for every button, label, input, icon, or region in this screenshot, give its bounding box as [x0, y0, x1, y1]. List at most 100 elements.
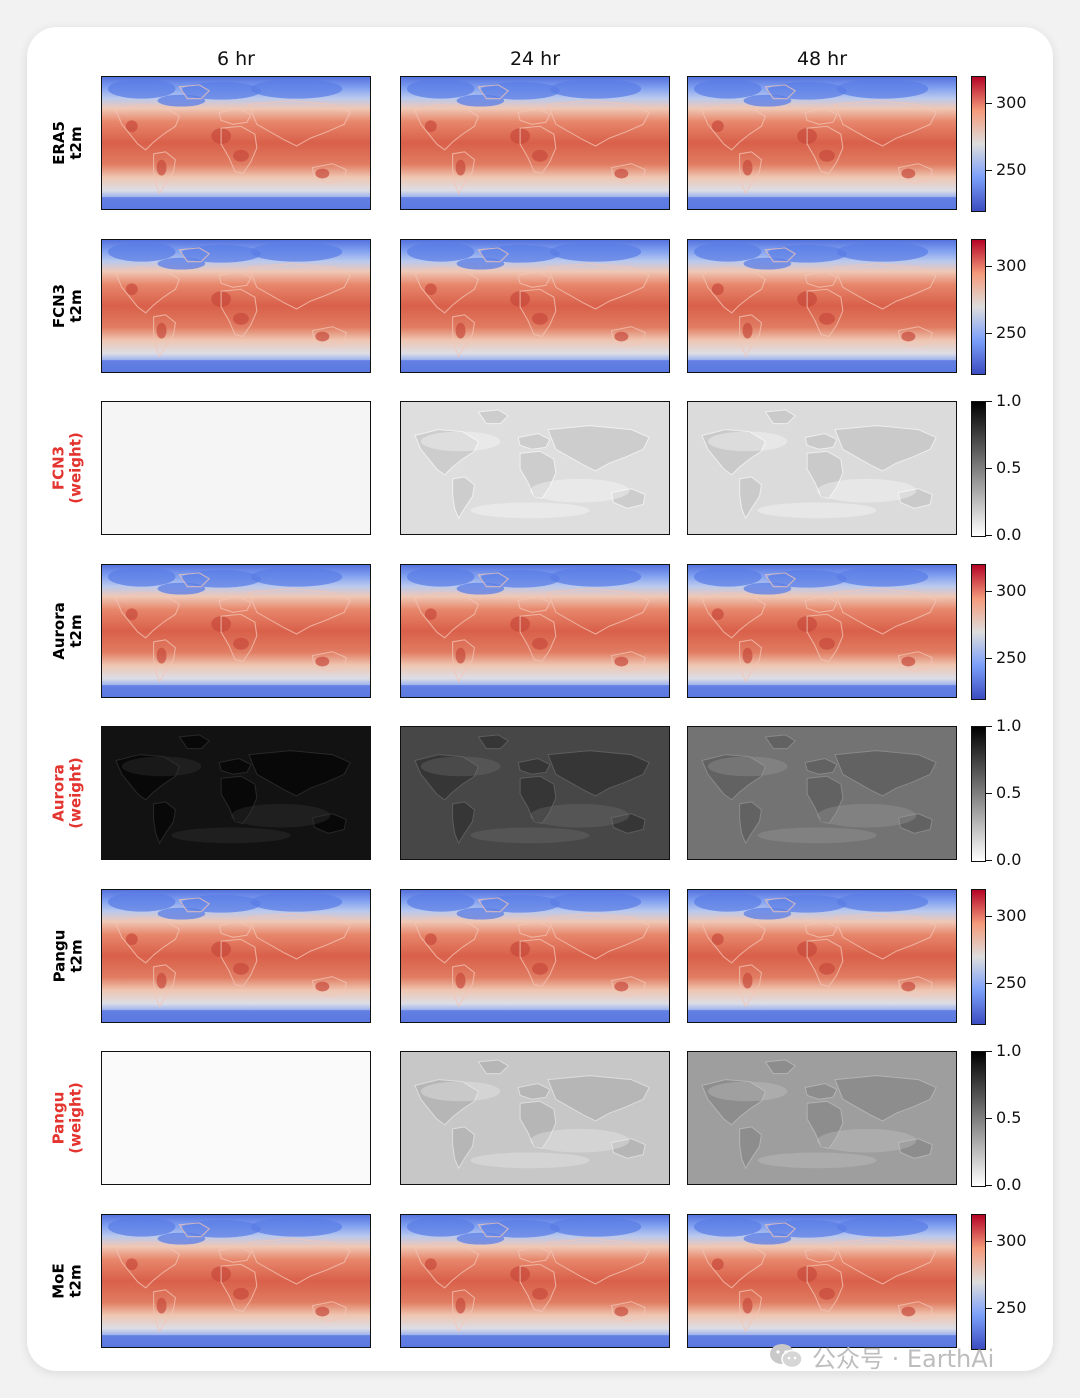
row-label-line: FCN3 [50, 445, 69, 491]
hot-spot [315, 1306, 330, 1317]
map-panel-r4-c1 [400, 726, 670, 860]
colorbar-tick [986, 1118, 992, 1119]
weight-field [102, 1052, 370, 1184]
hot-spot [819, 637, 835, 650]
colorbar-tick-label: 0.5 [996, 1108, 1022, 1127]
cold-patch [743, 257, 792, 270]
continent-outline [477, 572, 510, 588]
antarctic-band [688, 360, 956, 372]
continent-outline [517, 920, 551, 938]
continent-outline [764, 1222, 797, 1238]
map-panel-r1-c2 [687, 239, 957, 373]
continent-shape [178, 734, 211, 750]
continent-outline [519, 613, 557, 663]
hot-spot [614, 656, 629, 667]
cold-patch [743, 907, 792, 920]
colorbar-tick-label: 250 [996, 972, 1027, 992]
row-label-5: Pangu t2m [38, 888, 98, 1024]
map-panel-r5-c1 [400, 889, 670, 1023]
hot-spot [233, 312, 249, 325]
hot-spot [424, 933, 437, 946]
weight-texture [171, 827, 291, 844]
map-panel-r6-c1 [400, 1051, 670, 1185]
continent-shape [477, 734, 510, 750]
continent-shape [806, 775, 844, 825]
cold-patch [836, 78, 929, 99]
hot-spot [614, 331, 629, 342]
continent-shape [153, 801, 176, 845]
weight-texture [470, 827, 590, 844]
hot-spot [455, 159, 466, 176]
colorbar-tick [986, 468, 992, 469]
hot-spot [315, 656, 330, 667]
hot-spot [233, 1287, 249, 1300]
colorbar-tick-label: 250 [996, 159, 1027, 179]
cold-patch [250, 241, 343, 262]
continent-outline [153, 639, 177, 683]
colorbar-tick-label: 300 [996, 92, 1027, 112]
continent-outline [804, 595, 838, 613]
cold-patch [157, 582, 206, 595]
hot-spot [532, 1287, 548, 1300]
cold-patch [743, 582, 792, 595]
continent-outline [764, 897, 797, 913]
colorbar-tick [986, 102, 992, 104]
colorbar-tick [986, 793, 992, 794]
cold-patch [107, 566, 176, 587]
weight-field [102, 402, 370, 534]
colorbar-tick [986, 982, 992, 984]
colorbar-tick [986, 1051, 992, 1052]
continent-outline [153, 964, 177, 1008]
continent-shape [834, 750, 937, 797]
map-panel-r5-c2 [687, 889, 957, 1023]
continent-outline [806, 288, 844, 338]
colorbar-tick-label: 1.0 [996, 1041, 1022, 1060]
hot-spot [532, 637, 548, 650]
hot-spot [614, 981, 629, 992]
hot-spot [455, 1297, 466, 1314]
colorbar-tick [986, 915, 992, 917]
hot-spot [711, 120, 724, 133]
hot-spot [156, 322, 167, 339]
continent-outline [517, 595, 551, 613]
colorbar-tick-label: 1.0 [996, 716, 1022, 735]
hot-spot [742, 159, 753, 176]
weight-texture [707, 1081, 788, 1102]
continent-outline [452, 314, 476, 358]
continent-shape [311, 813, 347, 834]
hot-spot [901, 1306, 916, 1317]
continent-outline [517, 107, 551, 125]
colorbar-7 [971, 1214, 986, 1350]
continent-outline [897, 976, 933, 997]
continent-shape [517, 1083, 551, 1100]
continent-outline [452, 639, 476, 683]
continent-shape [834, 1075, 937, 1122]
continent-outline [547, 913, 650, 960]
row-label-2: FCN3 (weight) [38, 400, 98, 536]
hot-spot [819, 149, 835, 162]
cold-patch [406, 1216, 475, 1237]
weight-texture [470, 1152, 590, 1169]
colorbar-5 [971, 889, 986, 1025]
continent-outline [897, 1301, 933, 1322]
colorbar-tick [986, 726, 992, 727]
continent-outline [414, 917, 480, 964]
row-label-line: FCN3 [50, 283, 68, 329]
cold-patch [693, 1216, 762, 1237]
continent-outline [311, 1301, 347, 1322]
colorbar-6 [971, 1051, 986, 1187]
colorbar-tick [986, 265, 992, 267]
cold-patch [250, 78, 343, 99]
hot-spot [424, 1258, 437, 1271]
colorbar-tick [986, 332, 992, 334]
row-label-0: ERA5 t2m [38, 75, 98, 211]
colorbar-tick-label: 300 [996, 1230, 1027, 1250]
hot-spot [711, 608, 724, 621]
continent-shape [834, 425, 937, 472]
continent-outline [452, 1289, 476, 1333]
map-panel-r3-c2 [687, 564, 957, 698]
hot-spot [532, 962, 548, 975]
row-label-4: Aurora (weight) [38, 725, 98, 861]
weight-texture [530, 478, 630, 503]
hot-spot [125, 933, 138, 946]
